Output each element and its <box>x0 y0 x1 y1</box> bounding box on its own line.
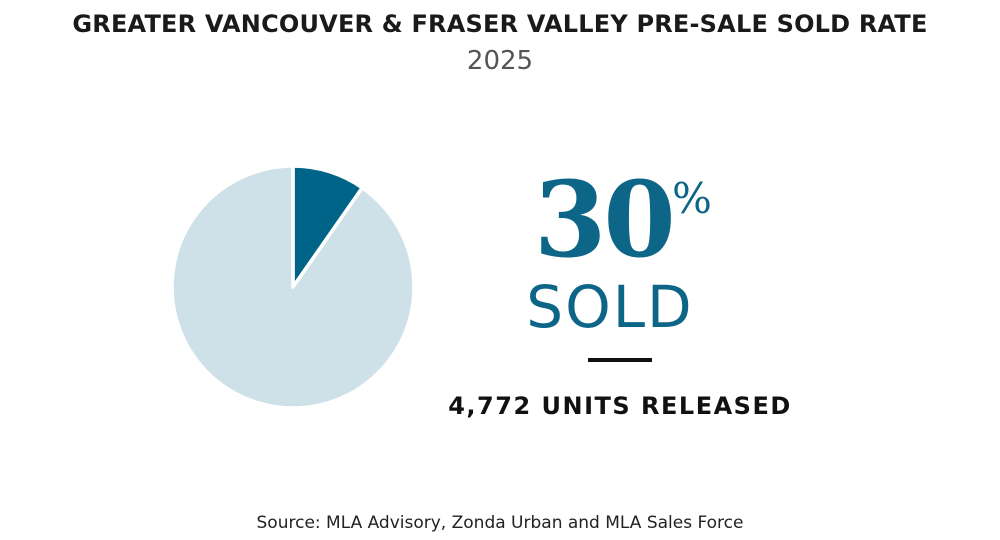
sold-label: SOLD <box>526 273 694 341</box>
pie-slices <box>170 164 416 410</box>
sold-percentage-value: 30 <box>534 158 676 281</box>
divider-line <box>588 358 652 362</box>
chart-subtitle: 2025 <box>466 46 534 76</box>
pie-chart <box>170 164 416 410</box>
units-released-label: 4,772 UNITS RELEASED <box>448 392 792 420</box>
percent-sign: % <box>672 174 712 223</box>
chart-title: GREATER VANCOUVER & FRASER VALLEY PRE-SA… <box>72 10 928 38</box>
source-note: Source: MLA Advisory, Zonda Urban and ML… <box>256 513 744 533</box>
sold-stat: 30 % SOLD <box>500 160 750 430</box>
pie-slice-remaining <box>170 164 416 410</box>
